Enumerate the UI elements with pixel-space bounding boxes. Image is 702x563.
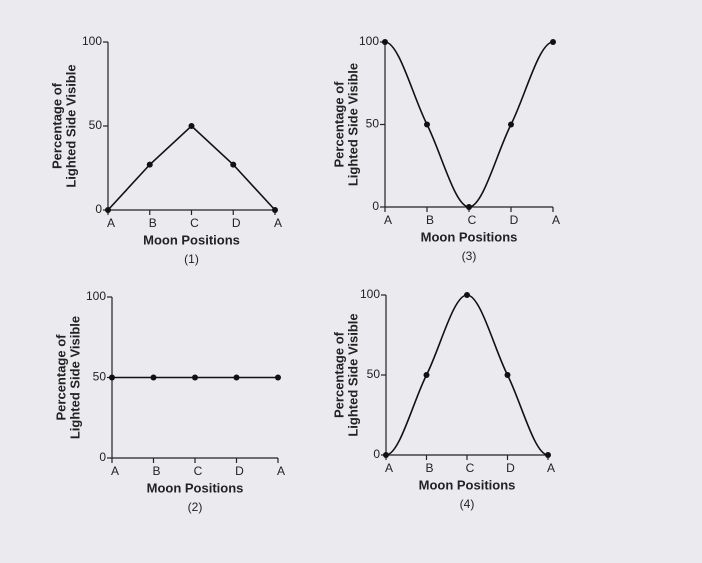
data-point: [146, 161, 153, 168]
data-point: [382, 39, 388, 45]
y-axis-label: Lighted Side Visible: [67, 316, 82, 439]
x-tick-label: B: [149, 216, 157, 230]
y-tick-label: 0: [99, 450, 106, 464]
y-axis-label: Percentage of: [53, 334, 68, 421]
chart-caption: (2): [188, 500, 203, 514]
data-point: [423, 372, 430, 378]
y-tick-label: 50: [366, 117, 380, 131]
data-point: [272, 207, 278, 213]
data-point: [508, 121, 514, 128]
chart-caption: (1): [184, 252, 199, 266]
data-point: [233, 374, 240, 381]
x-tick-label: D: [232, 216, 241, 230]
x-tick-label: A: [107, 216, 115, 230]
y-axis-label: Percentage of: [331, 331, 346, 418]
data-point: [545, 452, 551, 458]
x-tick-label: C: [194, 464, 203, 478]
y-axis-label: Percentage of: [49, 82, 64, 169]
y-tick-label: 100: [360, 287, 380, 301]
x-tick-label: A: [384, 213, 392, 227]
data-point: [466, 204, 472, 210]
y-tick-label: 0: [372, 199, 379, 213]
x-axis-label: Moon Positions: [421, 229, 518, 244]
data-point: [150, 374, 157, 381]
x-tick-label: A: [547, 461, 555, 475]
data-point: [109, 374, 115, 381]
x-tick-label: D: [506, 461, 515, 475]
data-point: [188, 123, 195, 129]
y-axis-label: Lighted Side Visible: [345, 63, 360, 186]
data-point: [192, 374, 198, 381]
x-tick-label: A: [385, 461, 393, 475]
y-axis-label: Lighted Side Visible: [345, 313, 360, 436]
data-point: [504, 372, 511, 378]
data-point: [230, 161, 237, 168]
y-axis-label: Percentage of: [331, 81, 346, 168]
chart-caption: (3): [462, 249, 477, 263]
x-tick-label: A: [111, 464, 119, 478]
data-point: [464, 292, 470, 298]
x-tick-label: B: [425, 461, 433, 475]
y-tick-label: 0: [95, 202, 102, 216]
x-axis-label: Moon Positions: [147, 480, 244, 495]
y-tick-label: 100: [359, 34, 379, 48]
data-point: [275, 374, 281, 381]
x-tick-label: A: [274, 216, 282, 230]
x-tick-label: D: [235, 464, 244, 478]
x-tick-label: D: [510, 213, 519, 227]
x-axis-label: Moon Positions: [143, 232, 240, 247]
y-tick-label: 50: [89, 118, 103, 132]
y-tick-label: 100: [86, 289, 106, 303]
y-tick-label: 100: [82, 34, 102, 48]
x-tick-label: A: [552, 213, 560, 227]
x-tick-label: A: [277, 464, 285, 478]
data-point: [105, 207, 111, 213]
x-tick-label: C: [466, 461, 475, 475]
x-tick-label: B: [426, 213, 434, 227]
x-tick-label: B: [152, 464, 160, 478]
chart-caption: (4): [460, 497, 475, 511]
data-point: [383, 452, 389, 458]
y-axis-label: Lighted Side Visible: [63, 64, 78, 187]
x-tick-label: C: [468, 213, 477, 227]
y-tick-label: 0: [373, 447, 380, 461]
y-tick-label: 50: [93, 370, 107, 384]
data-point: [424, 121, 430, 128]
x-axis-label: Moon Positions: [419, 477, 516, 492]
data-point: [550, 39, 556, 45]
y-tick-label: 50: [367, 367, 381, 381]
x-tick-label: C: [190, 216, 199, 230]
